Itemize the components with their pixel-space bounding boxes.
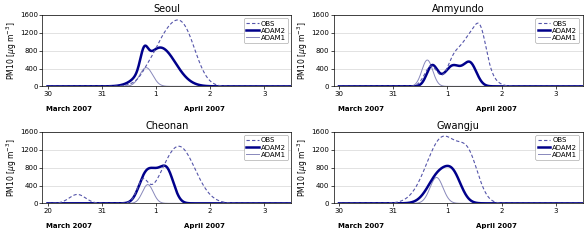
Legend: OBS, ADAM2, ADAM1: OBS, ADAM2, ADAM1 [244, 135, 288, 160]
Text: April 2007: April 2007 [184, 223, 225, 229]
Text: March 2007: March 2007 [338, 106, 384, 112]
Y-axis label: PM10 [$\mu$g m$^{-3}$]: PM10 [$\mu$g m$^{-3}$] [4, 22, 19, 80]
Text: March 2007: March 2007 [46, 106, 92, 112]
Legend: OBS, ADAM2, ADAM1: OBS, ADAM2, ADAM1 [244, 18, 288, 43]
Y-axis label: PM10 [$\mu$g m$^{-3}$]: PM10 [$\mu$g m$^{-3}$] [4, 138, 19, 197]
Text: March 2007: March 2007 [338, 223, 384, 229]
Y-axis label: PM10 [$\mu$g m$^{-3}$]: PM10 [$\mu$g m$^{-3}$] [296, 22, 310, 80]
Text: March 2007: March 2007 [46, 223, 92, 229]
Y-axis label: PM10 [$\mu$g m$^{-3}$]: PM10 [$\mu$g m$^{-3}$] [296, 138, 310, 197]
Title: Gwangju: Gwangju [437, 121, 480, 131]
Title: Cheonan: Cheonan [145, 121, 188, 131]
Legend: OBS, ADAM2, ADAM1: OBS, ADAM2, ADAM1 [535, 135, 579, 160]
Text: April 2007: April 2007 [184, 106, 225, 112]
Title: Seoul: Seoul [153, 4, 180, 14]
Legend: OBS, ADAM2, ADAM1: OBS, ADAM2, ADAM1 [535, 18, 579, 43]
Text: April 2007: April 2007 [475, 106, 517, 112]
Text: April 2007: April 2007 [475, 223, 517, 229]
Title: Anmyundo: Anmyundo [432, 4, 484, 14]
